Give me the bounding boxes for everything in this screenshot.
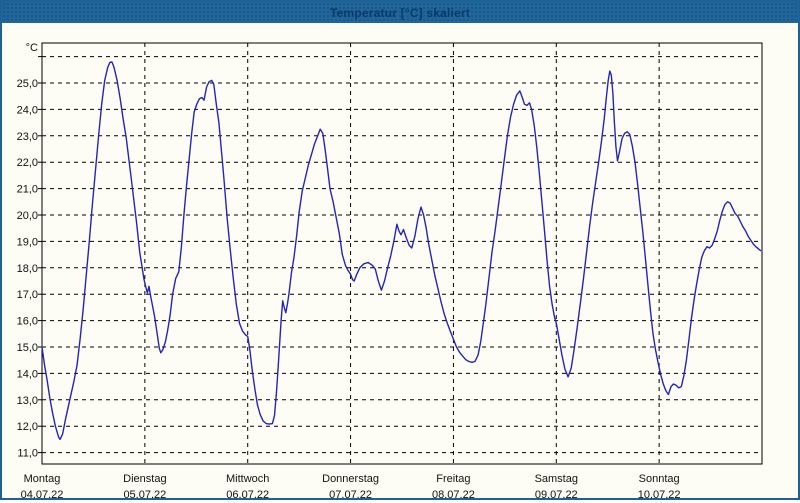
y-tick-label: 12,0 xyxy=(17,421,38,433)
y-tick-label: 15,0 xyxy=(17,342,38,354)
y-tick-label: 14,0 xyxy=(17,368,38,380)
x-date-label: 08.07.22 xyxy=(432,489,475,498)
y-tick-label: 13,0 xyxy=(17,395,38,407)
y-axis-unit-label: °C xyxy=(26,42,38,54)
y-tick-label: 19,0 xyxy=(17,236,38,248)
y-tick-label: 21,0 xyxy=(17,184,38,196)
y-tick-label: 18,0 xyxy=(17,263,38,275)
y-tick-label: 16,0 xyxy=(17,316,38,328)
x-day-label: Samstag xyxy=(535,473,578,485)
x-day-label: Dienstag xyxy=(123,473,166,485)
x-day-label: Montag xyxy=(24,473,61,485)
y-tick-label: 20,0 xyxy=(17,210,38,222)
y-tick-label: 22,0 xyxy=(17,157,38,169)
window-title-bar[interactable]: Temperatur [°C] skaliert xyxy=(2,2,798,23)
plot-frame xyxy=(41,42,763,465)
temperature-chart-canvas: 25,0 24,0 23,0 22,0 21,0 20,0 19,0 18,0 17,0 16,0… xyxy=(17,42,763,501)
y-tick-label: 24,0 xyxy=(17,104,38,116)
x-day-label: Freitag xyxy=(436,473,470,485)
x-date-label: 09.07.22 xyxy=(535,489,578,498)
x-day-label: Donnerstag xyxy=(322,473,379,485)
x-date-label: 10.07.22 xyxy=(638,489,681,498)
temperature-chart: 25,0 24,0 23,0 22,0 21,0 20,0 19,0 18,0 17,0 16,0… xyxy=(2,23,798,501)
x-date-label: 04.07.22 xyxy=(21,489,64,498)
window-title: Temperatur [°C] skaliert xyxy=(329,5,471,20)
x-day-label: Mittwoch xyxy=(226,473,269,485)
x-day-label: Sonntag xyxy=(639,473,680,485)
x-date-label: 05.07.22 xyxy=(123,489,166,498)
y-tick-label: 11,0 xyxy=(17,448,38,460)
x-date-label: 06.07.22 xyxy=(226,489,269,498)
x-date-label: 07.07.22 xyxy=(329,489,372,498)
y-tick-label: 25,0 xyxy=(17,78,38,90)
temperature-series-line xyxy=(41,61,762,441)
y-tick-label: 17,0 xyxy=(17,289,38,301)
y-tick-label: 23,0 xyxy=(17,131,38,143)
